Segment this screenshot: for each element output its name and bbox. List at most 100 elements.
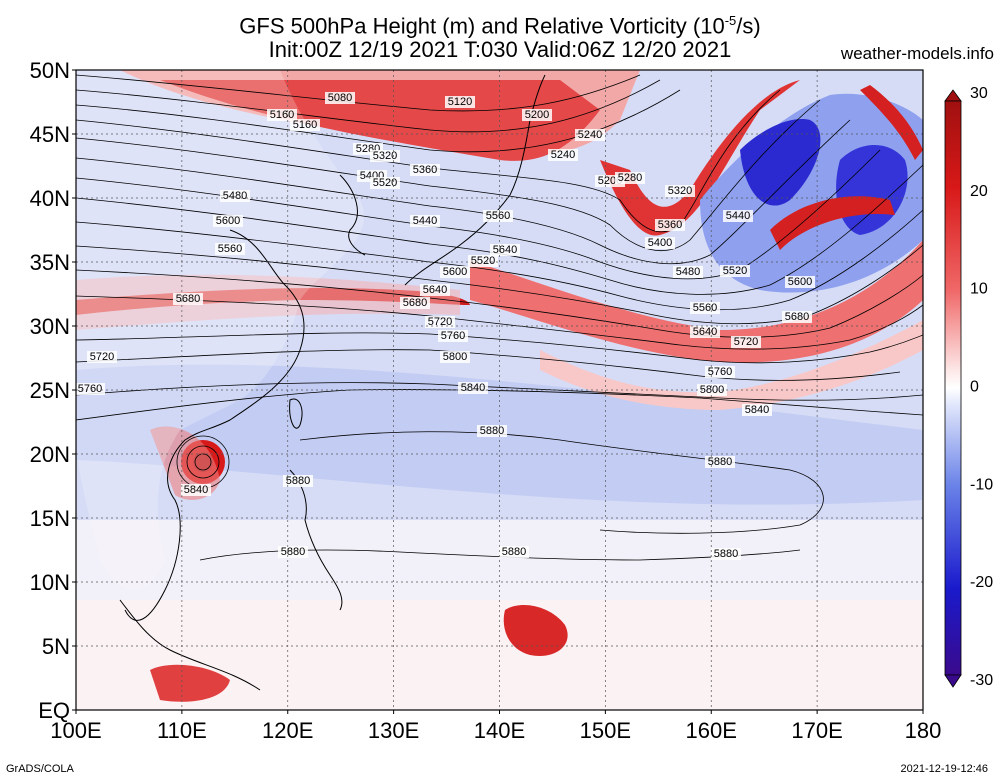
contour-label: 5760 — [78, 383, 102, 395]
contour-label-bg — [705, 366, 735, 378]
contour-label-bg — [615, 172, 645, 184]
contour-label-bg — [420, 284, 450, 296]
contour-label: 5560 — [218, 243, 242, 255]
contour-label: 5720 — [734, 336, 758, 348]
chart-title-line2: Init:00Z 12/19 2021 T:030 Valid:06Z 12/2… — [268, 37, 732, 62]
lat-label: EQ — [38, 698, 70, 723]
contour-label-bg — [720, 265, 750, 277]
lon-label: 130E — [368, 718, 419, 743]
contour-label-bg — [705, 456, 735, 468]
contour-label: 5880 — [480, 425, 504, 437]
contour-label-bg — [468, 255, 498, 267]
contour-label: 5680 — [785, 311, 809, 323]
contour-label: 5200 — [525, 109, 549, 121]
contour-label: 5520 — [373, 177, 397, 189]
contour-label-bg — [490, 244, 520, 256]
contour-label: 5400 — [648, 237, 672, 249]
contour-label: 5720 — [90, 351, 114, 363]
colorbar-label: -20 — [970, 574, 993, 591]
contour-label-bg — [690, 302, 720, 314]
contour-label: 5080 — [328, 92, 352, 104]
contour-label: 5640 — [423, 284, 447, 296]
lon-label: 140E — [474, 718, 525, 743]
gridlines — [76, 70, 923, 710]
contour-label: 5520 — [723, 265, 747, 277]
contour-label-bg — [782, 311, 812, 323]
contour-label: 5600 — [443, 266, 467, 278]
footer-credit: GrADS/COLA — [6, 763, 74, 775]
contour-label: 5240 — [578, 129, 602, 141]
lat-label: 40N — [30, 186, 70, 211]
lon-label: 150E — [580, 718, 631, 743]
contour-label-bg — [283, 475, 313, 487]
contour-label-bg — [522, 109, 552, 121]
contour-label: 5840 — [461, 382, 485, 394]
contour-label-bg — [440, 266, 470, 278]
colorbar-label: 30 — [970, 85, 988, 102]
contour-label-bg — [690, 326, 720, 338]
contour-label: 5480 — [676, 266, 700, 278]
contour-label: 5880 — [286, 475, 310, 487]
contour-label: 5160 — [270, 109, 294, 121]
lat-label: 15N — [30, 506, 70, 531]
colorbar-label: -10 — [970, 476, 993, 493]
contour-label: 5760 — [441, 330, 465, 342]
contour-label: 5320 — [373, 150, 397, 162]
lat-label: 50N — [30, 58, 70, 83]
contour-label-bg — [173, 293, 203, 305]
contour-label-bg — [410, 164, 440, 176]
contour-label: 5640 — [693, 326, 717, 338]
colorbar-bottom-cap — [944, 674, 962, 688]
contour-label: 5600 — [216, 215, 240, 227]
contour-label: 5760 — [708, 366, 732, 378]
lon-label: 170E — [791, 718, 842, 743]
contour-label-bg — [220, 190, 250, 202]
contour-label: 5680 — [403, 297, 427, 309]
contour-label: 5840 — [184, 484, 208, 496]
contour-label-bg — [785, 276, 815, 288]
contour-label-bg — [181, 484, 211, 496]
contour-label-bg — [267, 109, 297, 121]
contour-label-bg — [655, 219, 685, 231]
colorbar-label: 20 — [970, 183, 988, 200]
contour-label-bg — [215, 243, 245, 255]
contour-label-bg — [477, 425, 507, 437]
contour-label-bg — [483, 210, 513, 222]
lon-label: 110E — [157, 718, 207, 743]
contour-label: 5840 — [745, 404, 769, 416]
contour-label-bg — [645, 237, 675, 249]
contour-label: 5880 — [714, 548, 738, 560]
contour-label: 5520 — [471, 255, 495, 267]
site-credit: weather-models.info — [840, 44, 994, 63]
lat-label: 30N — [30, 314, 70, 339]
contour-label-bg — [731, 336, 761, 348]
contour-label: 5720 — [428, 316, 452, 328]
contour-label-bg — [213, 215, 243, 227]
chart-title-line1: GFS 500hPa Height (m) and Relative Vorti… — [239, 13, 761, 39]
lat-label: 45N — [30, 122, 70, 147]
contour-label: 5600 — [788, 276, 812, 288]
lat-label: 20N — [30, 442, 70, 467]
contour-label-bg — [440, 351, 470, 363]
contour-label-bg — [410, 215, 440, 227]
contour-label: 5320 — [668, 185, 692, 197]
contour-label: 5440 — [413, 215, 437, 227]
contour-label: 5800 — [443, 351, 467, 363]
colorbar-body — [944, 100, 962, 676]
colorbar: 30 20 10 0 -10 -20 -30 — [944, 85, 993, 689]
contour-label: 5560 — [486, 210, 510, 222]
coastlines — [119, 74, 546, 691]
colorbar-label: 0 — [970, 379, 979, 396]
contour-label-bg — [75, 383, 105, 395]
lat-label: 35N — [30, 250, 70, 275]
colorbar-top-cap — [944, 89, 962, 102]
contour-label: 5680 — [176, 293, 200, 305]
contour-label: 5880 — [281, 546, 305, 558]
contour-label-bg — [290, 119, 320, 131]
lat-label: 5N — [42, 634, 70, 659]
lon-label: 100E — [50, 718, 101, 743]
contour-label: 5280 — [618, 172, 642, 184]
lon-label: 160E — [686, 718, 737, 743]
contour-label-bg — [400, 297, 430, 309]
